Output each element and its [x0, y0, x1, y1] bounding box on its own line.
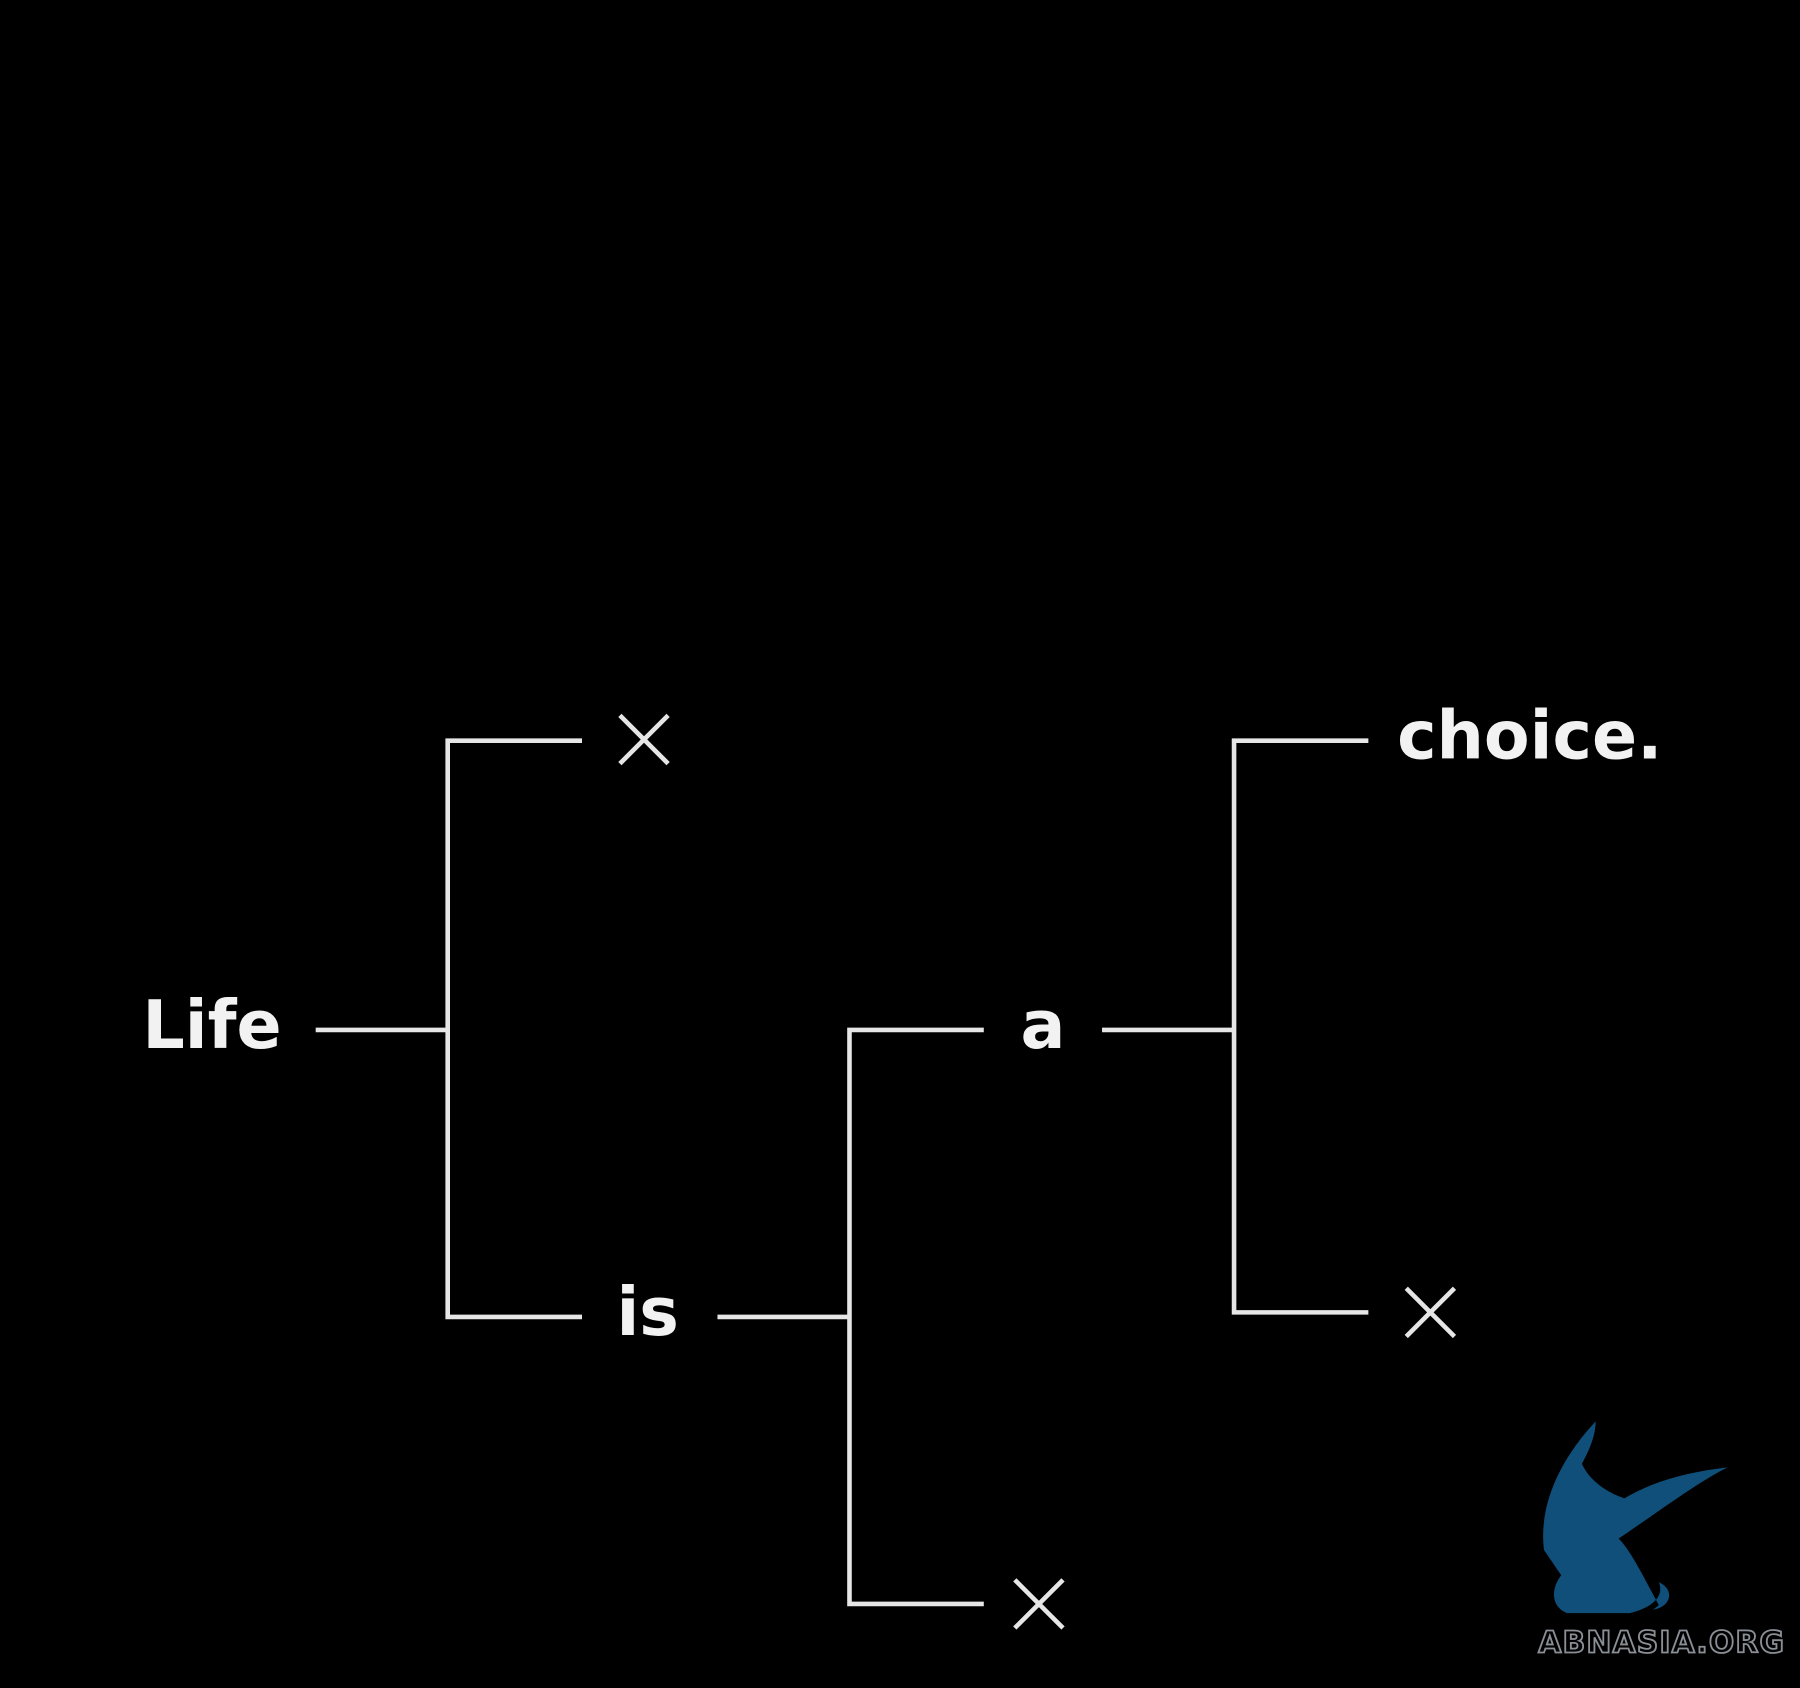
node-label: a	[1021, 986, 1066, 1064]
node-label: choice.	[1397, 697, 1662, 775]
watermark-logo	[1543, 1421, 1728, 1614]
node-label: is	[616, 1273, 678, 1351]
branch	[1231, 738, 1369, 1315]
watermark-text: ABNASIA.ORG	[1538, 1626, 1785, 1661]
griffin	[1543, 1421, 1728, 1614]
cross-mark	[618, 713, 670, 766]
connectors	[315, 738, 1369, 1607]
branch	[847, 1027, 984, 1607]
branch	[445, 738, 583, 1320]
cross-mark	[1013, 1578, 1065, 1630]
cross-mark	[1404, 1286, 1457, 1339]
node-label: Life	[142, 986, 281, 1064]
